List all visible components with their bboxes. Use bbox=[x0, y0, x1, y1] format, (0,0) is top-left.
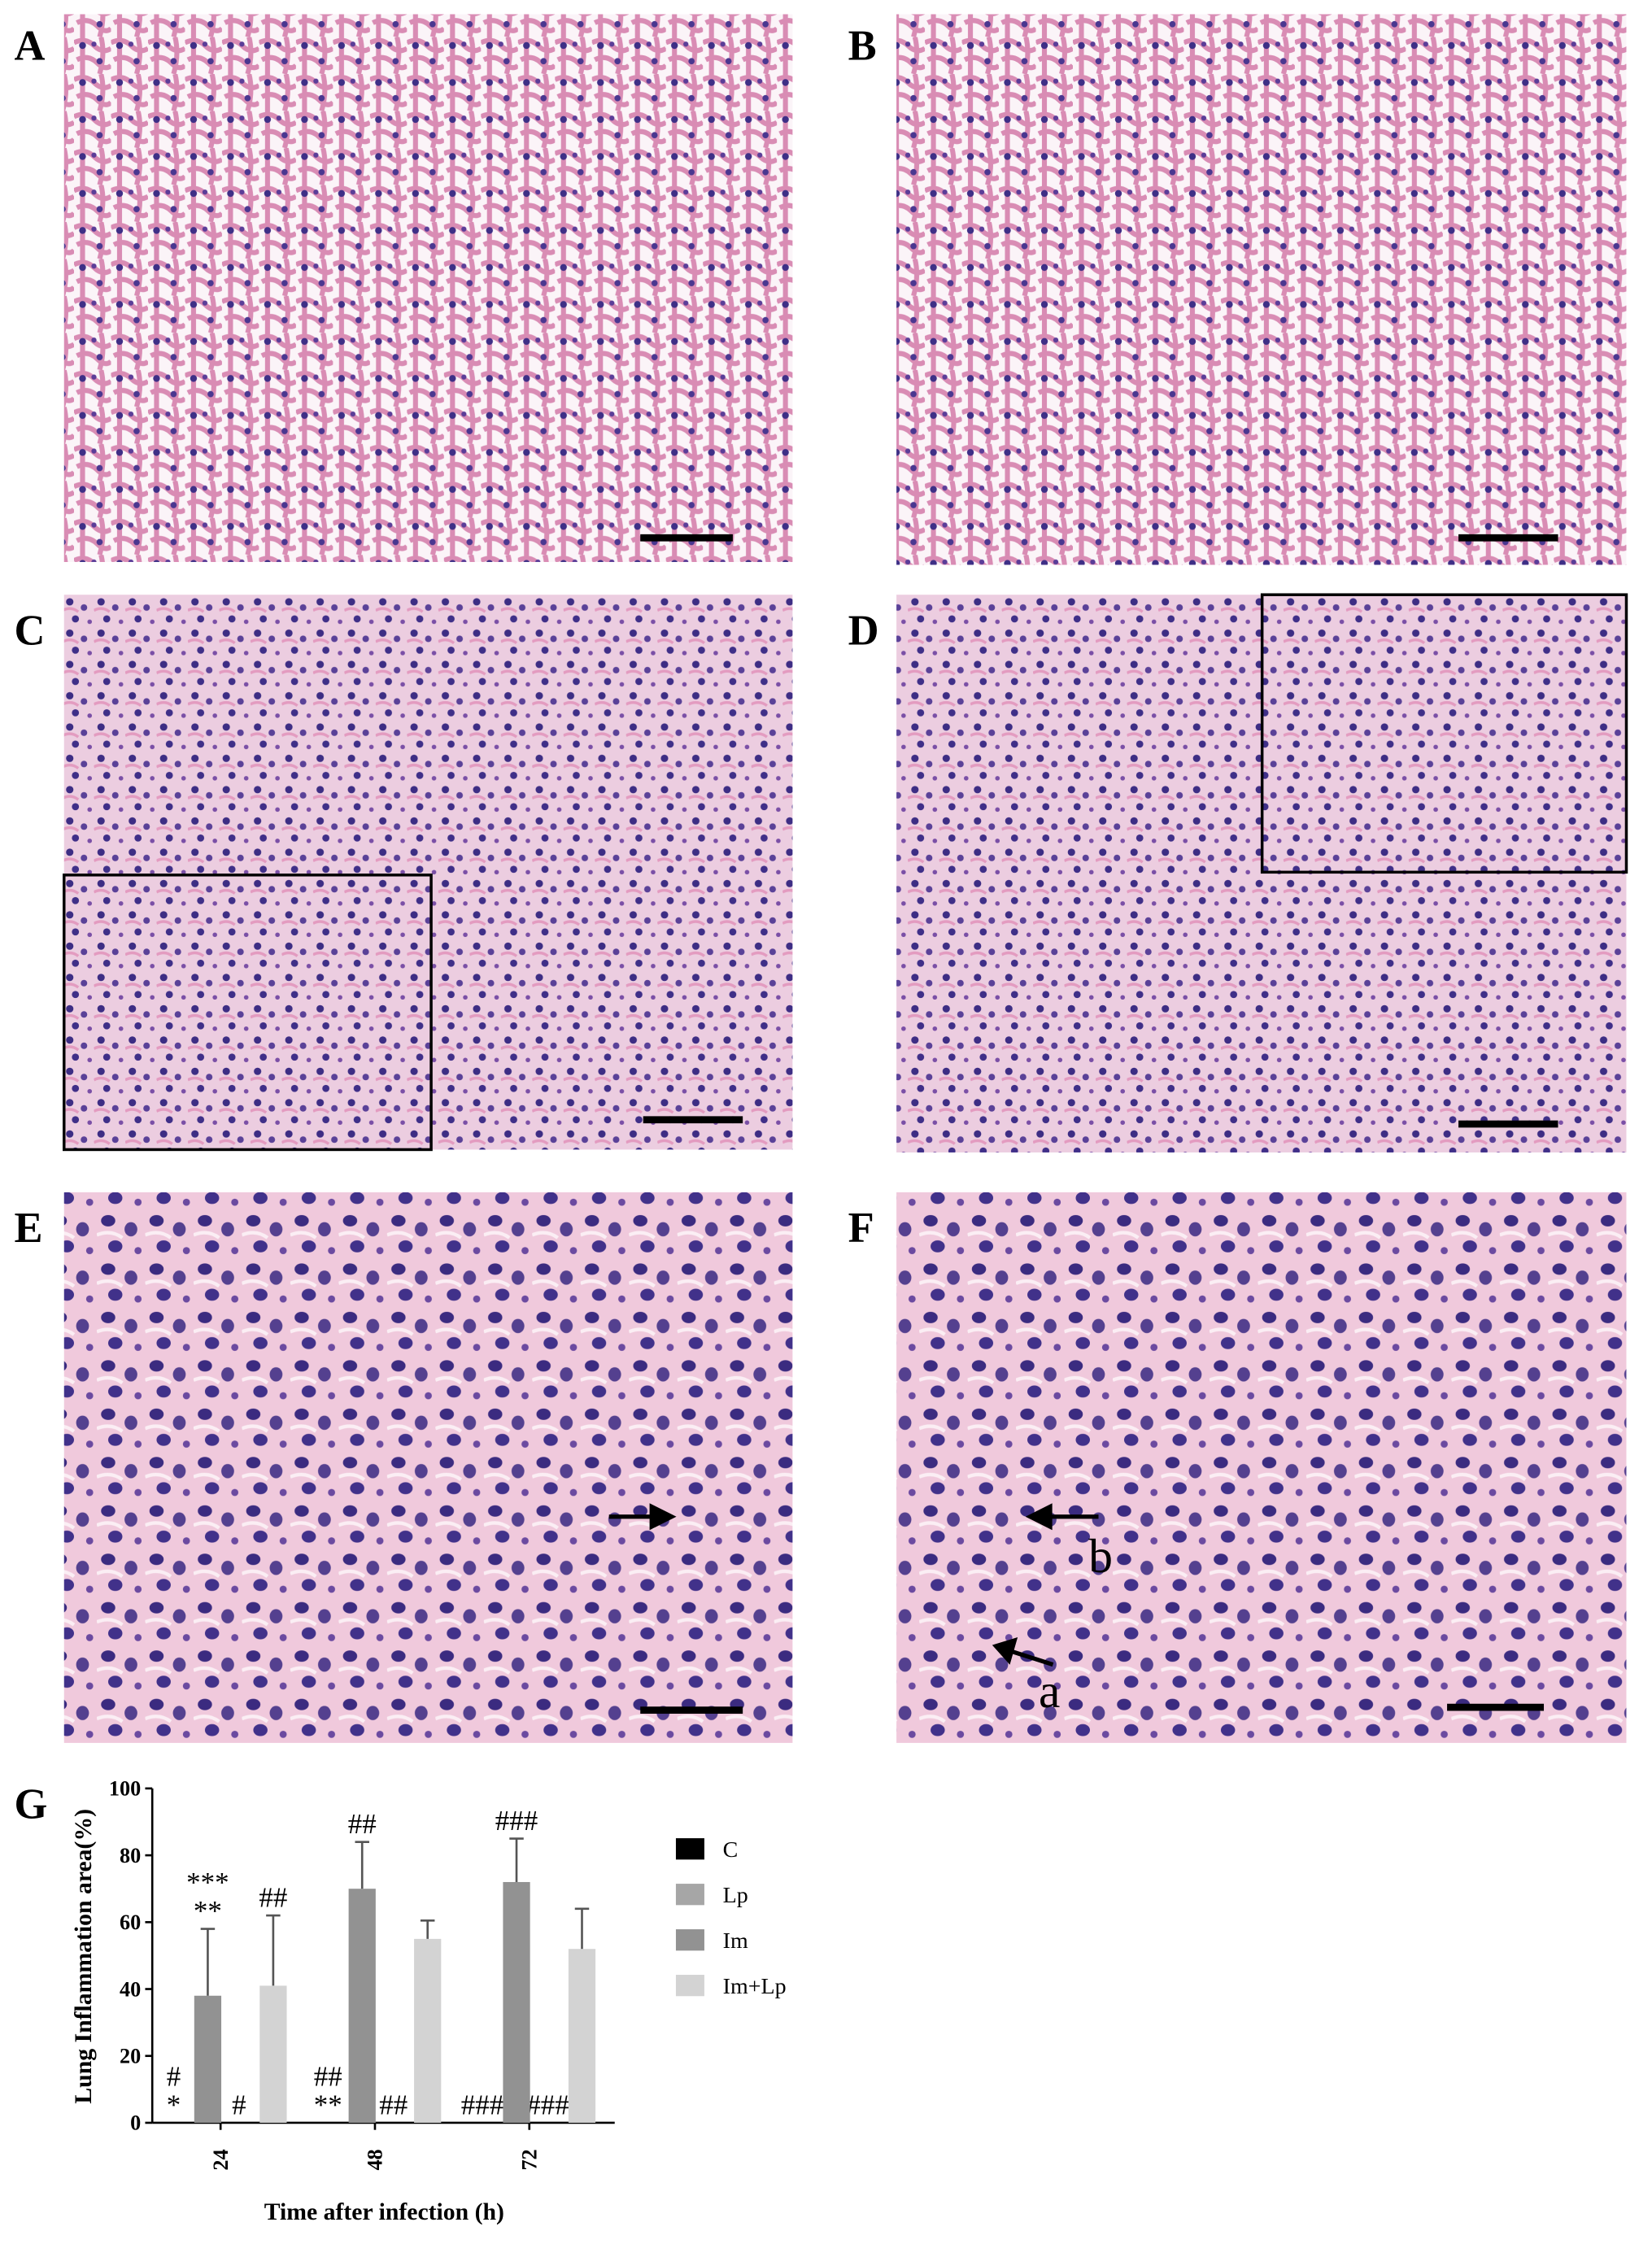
panel-label: C bbox=[15, 607, 46, 654]
arrow-head bbox=[992, 1637, 1018, 1665]
significance-label: ### bbox=[495, 1805, 538, 1837]
significance-label: # bbox=[232, 2089, 246, 2120]
bar bbox=[568, 1949, 596, 2123]
significance-label: # bbox=[167, 2060, 181, 2092]
significance-label: ## bbox=[348, 1808, 377, 1840]
y-tick-label: 40 bbox=[120, 1977, 141, 2001]
panel-label: E bbox=[15, 1205, 43, 1252]
x-axis-title: Time after infection (h) bbox=[264, 2199, 504, 2225]
legend-swatch bbox=[675, 1838, 704, 1860]
significance-label: * bbox=[167, 2089, 181, 2120]
y-tick-label: 0 bbox=[130, 2111, 141, 2135]
arrow bbox=[1012, 1649, 1054, 1667]
micrograph bbox=[63, 595, 793, 1150]
bar bbox=[503, 1881, 530, 2123]
y-tick-label: 100 bbox=[109, 1777, 141, 1801]
y-tick-label: 20 bbox=[120, 2044, 141, 2068]
inset-box bbox=[62, 874, 433, 1152]
significance-label: ### bbox=[461, 2089, 503, 2120]
arrows bbox=[608, 1503, 1099, 1667]
panel-label: A bbox=[15, 22, 46, 69]
micrograph bbox=[63, 14, 793, 562]
legend-swatch bbox=[675, 1929, 704, 1951]
bar bbox=[348, 1889, 376, 2123]
panel-label: D bbox=[848, 607, 879, 654]
significance-label: ## bbox=[259, 1882, 287, 1914]
arrow-head bbox=[1025, 1503, 1053, 1531]
micrograph bbox=[896, 14, 1627, 565]
bar bbox=[259, 1985, 287, 2123]
arrow-head bbox=[649, 1503, 677, 1531]
micrographs: a b bbox=[62, 14, 1628, 1743]
significance-label: *** bbox=[186, 1867, 229, 1898]
significance-label: ### bbox=[526, 2089, 569, 2120]
panel-label: B bbox=[848, 22, 877, 69]
legend-label: Lp bbox=[723, 1883, 748, 1908]
annotation: b bbox=[1088, 1529, 1113, 1583]
legend-swatch bbox=[675, 1975, 704, 1997]
x-tick-label: 48 bbox=[364, 2149, 387, 2170]
y-tick-label: 60 bbox=[120, 1911, 141, 1934]
panel-label: G bbox=[15, 1781, 48, 1828]
x-tick-label: 24 bbox=[209, 2149, 233, 2170]
legend-label: Im+Lp bbox=[723, 1974, 787, 1999]
legend-swatch bbox=[675, 1884, 704, 1906]
legend-label: C bbox=[723, 1837, 739, 1863]
annotation: a bbox=[1039, 1664, 1060, 1718]
bar bbox=[194, 1995, 222, 2123]
inset-box bbox=[1260, 593, 1628, 874]
bar bbox=[414, 1938, 442, 2123]
y-tick-label: 80 bbox=[120, 1844, 141, 1867]
micrograph bbox=[896, 1192, 1627, 1743]
x-tick-label: 72 bbox=[518, 2149, 542, 2170]
significance-label: ## bbox=[379, 2089, 408, 2120]
legend-label: Im bbox=[723, 1928, 748, 1954]
scale-bars bbox=[640, 534, 1558, 1715]
significance-label: ** bbox=[194, 1895, 222, 1927]
y-axis-title: Lung Inflammation area(%) bbox=[71, 1809, 97, 2104]
significance-label: ## bbox=[314, 2060, 342, 2092]
significance-label: ** bbox=[314, 2089, 342, 2120]
micrograph bbox=[63, 1192, 793, 1743]
panel-label: F bbox=[848, 1205, 874, 1252]
